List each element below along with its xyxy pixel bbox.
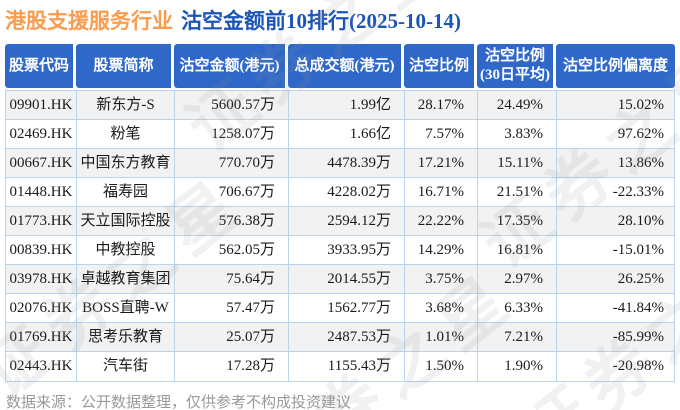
stock-name: 中教控股 bbox=[77, 236, 175, 265]
stock-code: 01769.HK bbox=[6, 323, 77, 352]
table-body: 09901.HK 新东方-S 5600.57万 1.99亿 28.17% 24.49% 15… bbox=[5, 90, 675, 382]
short-ratio-30d-avg: 15.11% bbox=[478, 149, 557, 178]
stock-name: BOSS直聘-W bbox=[77, 294, 175, 323]
short-ratio-deviation: 28.10% bbox=[557, 207, 674, 236]
short-ratio: 1.50% bbox=[405, 352, 478, 381]
turnover: 1.66亿 bbox=[289, 120, 405, 149]
column-header: 沽空比例偏离度 bbox=[556, 44, 675, 88]
short-ratio: 1.01% bbox=[405, 323, 478, 352]
turnover: 1155.43万 bbox=[289, 352, 405, 381]
column-header: 沽空比例 (30日平均) bbox=[477, 44, 556, 88]
short-ratio: 17.21% bbox=[405, 149, 478, 178]
stock-code: 00667.HK bbox=[6, 149, 77, 178]
stock-code: 01448.HK bbox=[6, 178, 77, 207]
short-ratio-30d-avg: 17.35% bbox=[478, 207, 557, 236]
data-source-note: 数据来源：公开数据整理，仅供参考不构成投资建议 bbox=[6, 395, 352, 410]
title-ranking-text: 沽空金额前10排行(2025-10-14) bbox=[181, 9, 461, 33]
short-ratio-deviation: 26.25% bbox=[557, 265, 674, 294]
short-ratio-30d-avg: 3.83% bbox=[478, 120, 557, 149]
short-ratio-30d-avg: 6.33% bbox=[478, 294, 557, 323]
stock-name: 福寿园 bbox=[77, 178, 175, 207]
short-ratio: 14.29% bbox=[405, 236, 478, 265]
column-header: 沽空比例 bbox=[404, 44, 477, 88]
column-header: 沽空金额(港元) bbox=[174, 44, 288, 88]
short-ratio: 7.57% bbox=[405, 120, 478, 149]
page-title: 港股支援服务行业 沽空金额前10排行(2025-10-14) bbox=[5, 8, 680, 34]
turnover: 2014.55万 bbox=[289, 265, 405, 294]
short-amount: 5600.57万 bbox=[175, 91, 289, 120]
short-ratio-deviation: -15.01% bbox=[557, 236, 674, 265]
short-ratio: 3.75% bbox=[405, 265, 478, 294]
short-ratio-deviation: 13.86% bbox=[557, 149, 674, 178]
stock-name: 天立国际控股 bbox=[77, 207, 175, 236]
turnover: 2594.12万 bbox=[289, 207, 405, 236]
short-amount: 1258.07万 bbox=[175, 120, 289, 149]
short-ratio: 28.17% bbox=[405, 91, 478, 120]
short-ratio-deviation: -20.98% bbox=[557, 352, 674, 381]
stock-name: 汽车街 bbox=[77, 352, 175, 381]
stock-code: 03978.HK bbox=[6, 265, 77, 294]
short-ratio: 16.71% bbox=[405, 178, 478, 207]
column-header: 总成交额(港元) bbox=[288, 44, 404, 88]
short-ratio-30d-avg: 1.90% bbox=[478, 352, 557, 381]
stock-code: 02076.HK bbox=[6, 294, 77, 323]
short-ratio-30d-avg: 16.81% bbox=[478, 236, 557, 265]
turnover: 1562.77万 bbox=[289, 294, 405, 323]
short-amount: 706.67万 bbox=[175, 178, 289, 207]
short-ratio-30d-avg: 2.97% bbox=[478, 265, 557, 294]
short-ratio: 22.22% bbox=[405, 207, 478, 236]
stock-name: 思考乐教育 bbox=[77, 323, 175, 352]
stock-name: 中国东方教育 bbox=[77, 149, 175, 178]
column-header: 股票代码 bbox=[5, 44, 76, 88]
short-ratio: 3.68% bbox=[405, 294, 478, 323]
short-amount: 57.47万 bbox=[175, 294, 289, 323]
short-ratio-deviation: -85.99% bbox=[557, 323, 674, 352]
short-amount: 25.07万 bbox=[175, 323, 289, 352]
short-ratio-deviation: -22.33% bbox=[557, 178, 674, 207]
short-ratio-30d-avg: 24.49% bbox=[478, 91, 557, 120]
short-ratio-30d-avg: 21.51% bbox=[478, 178, 557, 207]
short-amount: 75.64万 bbox=[175, 265, 289, 294]
stock-name: 新东方-S bbox=[77, 91, 175, 120]
column-header: 股票简称 bbox=[76, 44, 174, 88]
stock-code: 02443.HK bbox=[6, 352, 77, 381]
short-amount: 576.38万 bbox=[175, 207, 289, 236]
short-amount: 562.05万 bbox=[175, 236, 289, 265]
short-amount: 770.70万 bbox=[175, 149, 289, 178]
turnover: 1.99亿 bbox=[289, 91, 405, 120]
short-amount: 17.28万 bbox=[175, 352, 289, 381]
short-ratio-30d-avg: 7.21% bbox=[478, 323, 557, 352]
title-industry-name: 港股支援服务行业 bbox=[5, 9, 173, 33]
short-ratio-deviation: 97.62% bbox=[557, 120, 674, 149]
stock-code: 00839.HK bbox=[6, 236, 77, 265]
table-header-row: 股票代码 股票简称 沽空金额(港元) 总成交额(港元) 沽空比例 沽空比例 (30日平均)… bbox=[5, 44, 675, 88]
short-ratio-deviation: 15.02% bbox=[557, 91, 674, 120]
turnover: 3933.95万 bbox=[289, 236, 405, 265]
stock-name: 粉笔 bbox=[77, 120, 175, 149]
stock-name: 卓越教育集团 bbox=[77, 265, 175, 294]
stock-code: 01773.HK bbox=[6, 207, 77, 236]
turnover: 4228.02万 bbox=[289, 178, 405, 207]
stock-code: 02469.HK bbox=[6, 120, 77, 149]
short-ratio-deviation: -41.84% bbox=[557, 294, 674, 323]
stock-code: 09901.HK bbox=[6, 91, 77, 120]
turnover: 2487.53万 bbox=[289, 323, 405, 352]
turnover: 4478.39万 bbox=[289, 149, 405, 178]
